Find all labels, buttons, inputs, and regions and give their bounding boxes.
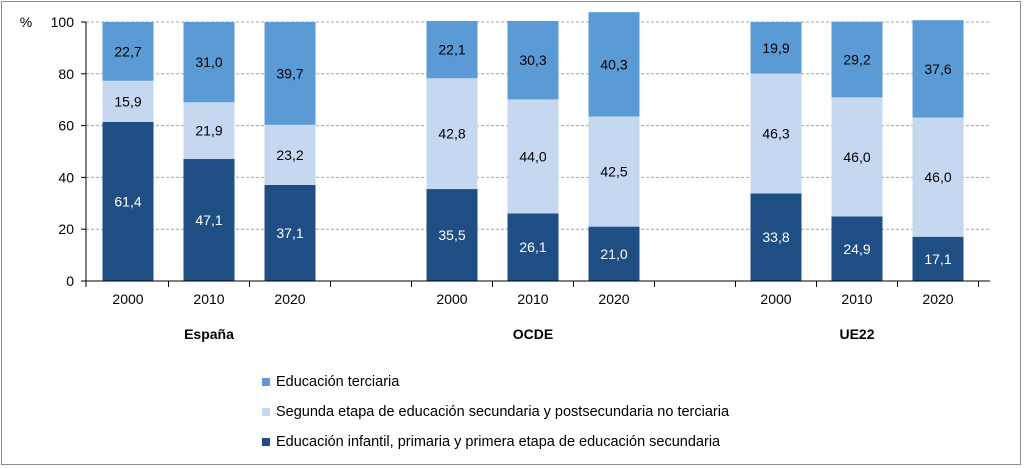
data-label: 30,3 (519, 52, 546, 68)
y-axis-unit: % (20, 14, 32, 30)
data-label: 33,8 (762, 229, 789, 245)
legend-label: Segunda etapa de educación secundaria y … (276, 404, 730, 420)
legend-item: Educación terciaria (262, 367, 729, 397)
data-label: 42,8 (438, 126, 465, 142)
x-tick-label: 2000 (112, 291, 143, 307)
bar-segment (264, 184, 316, 281)
data-label: 29,2 (843, 52, 870, 68)
bar-segment (426, 78, 478, 190)
data-label: 37,6 (924, 61, 951, 77)
bar-segment (264, 22, 316, 125)
bar-segment (750, 73, 802, 194)
bar-segment (750, 193, 802, 281)
data-label: 61,4 (114, 193, 141, 209)
bar-segment (183, 159, 235, 281)
legend: Educación terciaria Segunda etapa de educ… (262, 367, 729, 457)
legend-label: Educación infantil, primaria y primera e… (276, 434, 721, 450)
y-tick-label: 40 (58, 169, 74, 185)
data-label: 17,1 (924, 251, 951, 267)
y-tick-label: 80 (58, 66, 74, 82)
data-label: 46,3 (762, 125, 789, 141)
bar-segment (831, 97, 883, 217)
bar-segment (831, 21, 883, 98)
legend-swatch (262, 378, 270, 386)
data-label: 26,1 (519, 239, 546, 255)
bar-segment (102, 80, 154, 122)
data-label: 21,0 (600, 246, 627, 262)
bar-segment (750, 22, 802, 74)
bar-segment (507, 213, 559, 281)
data-label: 22,7 (114, 43, 141, 59)
data-label: 15,9 (114, 93, 141, 109)
bar-segment (912, 236, 964, 281)
bar-segment (588, 116, 640, 227)
data-label: 42,5 (600, 164, 627, 180)
data-label: 22,1 (438, 42, 465, 58)
bar-segment (102, 121, 154, 281)
x-tick-label: 2000 (760, 291, 791, 307)
x-tick-label: 2020 (922, 291, 953, 307)
bar-segment (426, 189, 478, 281)
data-label: 21,9 (195, 123, 222, 139)
bar-segment (183, 102, 235, 160)
data-label: 44,0 (519, 148, 546, 164)
data-label: 46,0 (924, 169, 951, 185)
bar-segment (912, 20, 964, 118)
data-label: 35,5 (438, 227, 465, 243)
x-tick-label: 2010 (193, 291, 224, 307)
bar-segment (831, 216, 883, 281)
x-tick-label: 2000 (436, 291, 467, 307)
data-label: 24,9 (843, 241, 870, 257)
data-label: 19,9 (762, 40, 789, 56)
group-label: España (184, 326, 234, 342)
legend-swatch (262, 438, 270, 446)
bar-segment (264, 124, 316, 185)
x-tick-label: 2010 (841, 291, 872, 307)
legend-item: Educación infantil, primaria y primera e… (262, 427, 729, 457)
data-label: 47,1 (195, 212, 222, 228)
data-label: 23,2 (276, 147, 303, 163)
data-label: 37,1 (276, 225, 303, 241)
y-tick-label: 20 (58, 221, 74, 237)
x-tick-label: 2010 (517, 291, 548, 307)
legend-label: Educación terciaria (276, 374, 400, 390)
bar-segment (426, 20, 478, 79)
bar-segment (912, 117, 964, 237)
x-tick-label: 2020 (274, 291, 305, 307)
y-tick-label: 60 (58, 118, 74, 134)
bar-segment (507, 99, 559, 214)
data-label: 40,3 (600, 56, 627, 72)
data-label: 39,7 (276, 65, 303, 81)
data-label: 31,0 (195, 54, 222, 70)
x-tick-label: 2020 (598, 291, 629, 307)
data-label: 46,0 (843, 149, 870, 165)
y-tick-label: 0 (66, 273, 74, 289)
y-tick-label: 100 (51, 14, 75, 30)
legend-item: Segunda etapa de educación secundaria y … (262, 397, 729, 427)
bar-segment (183, 22, 235, 103)
bar-segment (102, 22, 154, 81)
legend-swatch (262, 408, 270, 416)
bar-segment (507, 20, 559, 100)
bar-segment (588, 226, 640, 281)
group-label: OCDE (513, 326, 553, 342)
bar-segment (588, 12, 640, 117)
group-label: UE22 (839, 326, 874, 342)
